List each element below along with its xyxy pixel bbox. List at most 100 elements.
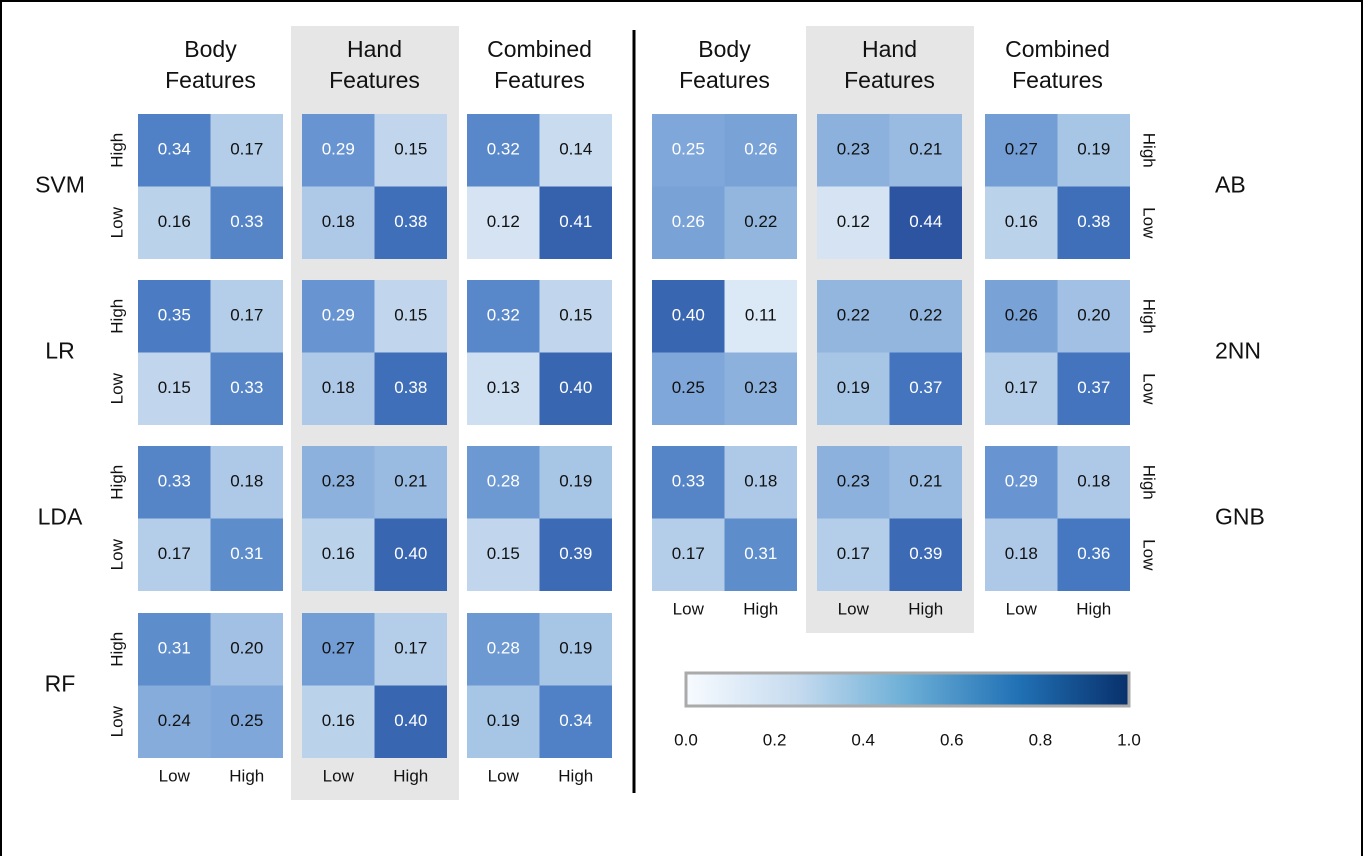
heatmap-cell [138,613,211,686]
cell-label: 0.18 [1077,472,1110,491]
heatmap-cell [302,280,375,353]
heatmap-cell [138,280,211,353]
heatmap-cell [889,186,962,259]
cell-label: 0.16 [322,711,355,730]
heatmap-cell [652,186,725,259]
cell-label: 0.25 [672,140,705,159]
heatmap-cell [1057,114,1130,187]
heatmap-cell [985,186,1058,259]
x-tick-label: High [393,766,428,785]
cell-label: 0.20 [1077,306,1110,325]
heatmap-cell [985,446,1058,519]
heatmap-cell [138,114,211,187]
column-header: Body Features [165,36,256,93]
cell-label: 0.22 [837,306,870,325]
heatmap-cell [817,114,890,187]
x-tick-label: Low [673,599,705,618]
heatmap-cell [652,280,725,353]
cell-label: 0.19 [1077,140,1110,159]
y-tick-label: Low [1140,539,1159,571]
cell-label: 0.18 [744,472,777,491]
heatmap-cell [210,685,283,758]
colorbar-tick-label: 0.2 [763,730,787,749]
heatmap-cell [467,685,540,758]
heatmap-cell [302,613,375,686]
column-header: Hand Features [329,36,420,93]
cell-label: 0.36 [1077,544,1110,563]
heatmap-cell [210,446,283,519]
model-label: LR [45,338,74,364]
cell-label: 0.18 [230,472,263,491]
cell-label: 0.35 [158,306,191,325]
heatmap-cell [652,114,725,187]
cell-label: 0.25 [230,711,263,730]
heatmap-cell [467,280,540,353]
heatmap-cell [302,685,375,758]
cell-label: 0.31 [230,544,263,563]
heatmap-cell [210,114,283,187]
cell-label: 0.17 [672,544,705,563]
heatmap-cell [539,352,612,425]
heatmap-cell [1057,518,1130,591]
cell-label: 0.33 [230,212,263,231]
cell-label: 0.34 [158,140,191,159]
cell-label: 0.15 [158,378,191,397]
cell-label: 0.17 [394,639,427,658]
heatmap-cell [724,352,797,425]
heatmap-cell [1057,352,1130,425]
cell-label: 0.18 [322,212,355,231]
y-tick-label: High [107,133,126,168]
y-tick-label: Low [107,372,126,404]
heatmap-cell [889,280,962,353]
y-tick-label: High [1140,465,1159,500]
cell-label: 0.32 [487,140,520,159]
model-label: 2NN [1215,338,1261,364]
x-tick-label: Low [159,766,191,785]
cell-label: 0.21 [909,140,942,159]
y-tick-label: High [107,299,126,334]
x-tick-label: High [1076,599,1111,618]
heatmap-cell [652,446,725,519]
cell-label: 0.29 [322,306,355,325]
column-header: Body Features [679,36,770,93]
heatmap-cell [302,518,375,591]
cell-label: 0.27 [1005,140,1038,159]
cell-label: 0.17 [837,544,870,563]
cell-label: 0.13 [487,378,520,397]
heatmap-cell [985,114,1058,187]
heatmap-cell [374,280,447,353]
x-tick-label: Low [838,599,870,618]
heatmap-cell [652,352,725,425]
cell-label: 0.31 [744,544,777,563]
heatmap-cell [539,114,612,187]
cell-label: 0.40 [394,711,427,730]
cell-label: 0.11 [745,306,777,325]
y-tick-label: High [107,632,126,667]
heatmap-cell [817,352,890,425]
heatmap-cell [374,446,447,519]
cell-label: 0.24 [158,711,191,730]
cell-label: 0.15 [394,306,427,325]
y-tick-label: High [107,465,126,500]
model-label: AB [1215,172,1246,198]
heatmap-cell [138,518,211,591]
cell-label: 0.41 [559,212,592,231]
cell-label: 0.17 [230,140,263,159]
y-tick-label: Low [107,705,126,737]
heatmap-cell [302,352,375,425]
x-tick-label: High [743,599,778,618]
heatmap-cell [302,114,375,187]
heatmap-cell [889,446,962,519]
cell-label: 0.23 [322,472,355,491]
cell-label: 0.16 [158,212,191,231]
cell-label: 0.18 [1005,544,1038,563]
heatmap-cell [724,280,797,353]
cell-label: 0.22 [909,306,942,325]
heatmap-cell [374,613,447,686]
cell-label: 0.31 [158,639,191,658]
heatmap-cell [985,352,1058,425]
model-label: LDA [38,504,83,530]
cell-label: 0.23 [837,140,870,159]
cell-label: 0.15 [394,140,427,159]
heatmap-cell [817,446,890,519]
